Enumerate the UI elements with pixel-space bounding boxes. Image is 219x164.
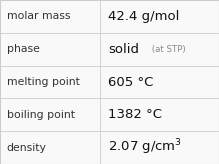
Text: solid: solid (108, 43, 140, 56)
Text: density: density (7, 143, 46, 153)
Text: (at STP): (at STP) (150, 45, 186, 54)
Text: boiling point: boiling point (7, 110, 75, 120)
Text: 42.4 g/mol: 42.4 g/mol (108, 10, 180, 23)
Text: 605 °C: 605 °C (108, 75, 154, 89)
Text: molar mass: molar mass (7, 11, 70, 21)
Text: phase: phase (7, 44, 39, 54)
Text: melting point: melting point (7, 77, 79, 87)
Text: 2.07 g/cm$^3$: 2.07 g/cm$^3$ (108, 138, 182, 157)
Text: 1382 °C: 1382 °C (108, 108, 162, 121)
